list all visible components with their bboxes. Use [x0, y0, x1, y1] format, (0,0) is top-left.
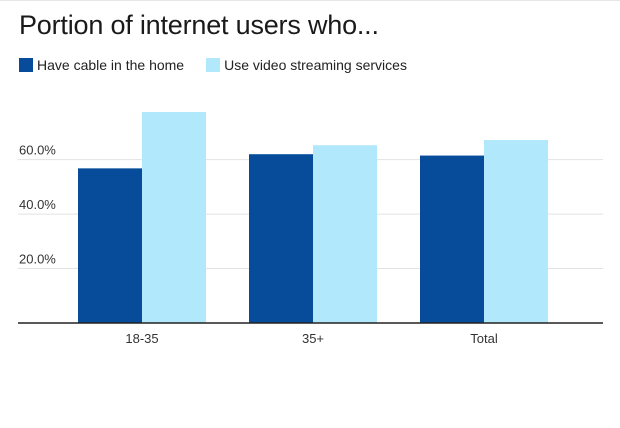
legend-item-streaming: Use video streaming services — [206, 57, 407, 73]
bar — [484, 140, 548, 323]
top-divider — [0, 0, 620, 1]
y-tick-label: 20.0% — [19, 252, 56, 267]
bar — [313, 145, 377, 323]
legend-label-cable: Have cable in the home — [37, 57, 185, 73]
bar — [420, 155, 484, 323]
bar — [78, 168, 142, 323]
bar — [249, 154, 313, 323]
legend-label-streaming: Use video streaming services — [224, 57, 407, 73]
x-tick-label: Total — [470, 331, 498, 346]
x-tick-label: 18-35 — [125, 331, 158, 346]
legend-swatch-cable — [19, 58, 33, 72]
legend-item-cable: Have cable in the home — [19, 57, 184, 73]
chart-legend: Have cable in the home Use video streami… — [19, 57, 429, 73]
x-tick-label: 35+ — [302, 331, 324, 346]
chart-title: Portion of internet users who... — [19, 10, 379, 40]
y-tick-label: 60.0% — [19, 143, 56, 158]
bar — [142, 112, 206, 323]
y-tick-label: 40.0% — [19, 197, 56, 212]
legend-swatch-streaming — [206, 58, 221, 72]
